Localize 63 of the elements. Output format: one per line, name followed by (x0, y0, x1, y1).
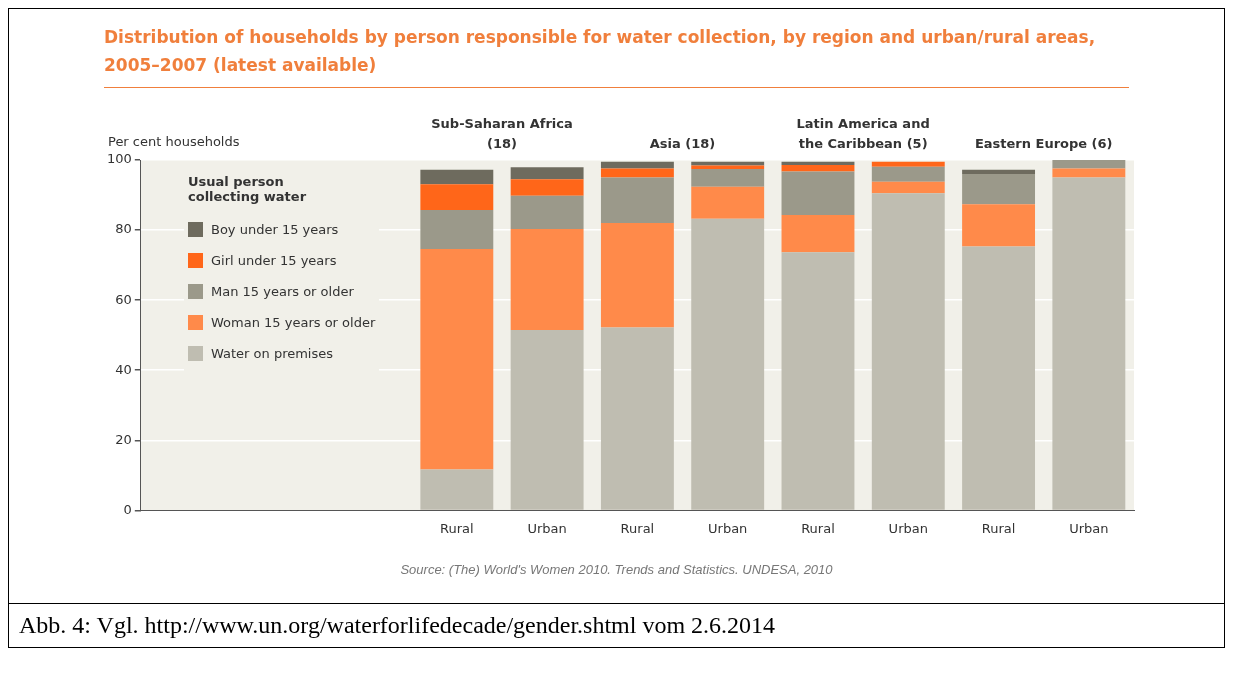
source-note: Source: (The) World's Women 2010. Trends and Statistics. UNDESA, 2010 (399, 561, 834, 579)
bar (420, 249, 494, 470)
bar (781, 215, 855, 253)
bar (781, 161, 855, 165)
bar (871, 166, 945, 182)
text: Eastern Europe (6) (974, 136, 1113, 151)
bar (600, 223, 674, 328)
bar (420, 184, 494, 211)
y-tick-label: 60 (115, 291, 132, 307)
legend-title: Usual person collecting water (188, 174, 308, 204)
bar (962, 174, 1036, 205)
bar (781, 171, 855, 216)
bar (600, 177, 674, 224)
legend-label: Woman 15 years or older (211, 315, 376, 330)
bar (510, 195, 584, 230)
y-tick-label: 20 (115, 431, 132, 447)
text: Sub-Saharan Africa (18) (431, 116, 573, 151)
x-tick-label: Urban (708, 520, 748, 536)
bar (781, 252, 855, 510)
legend-label: Water on premises (211, 346, 334, 361)
y-tick-label: 40 (115, 361, 132, 377)
text: Asia (18) (649, 136, 716, 151)
bar (691, 186, 765, 219)
bar (962, 169, 1036, 175)
y-tick-label: 80 (115, 221, 132, 237)
chart-title: Distribution of households by person responsible for water collection, by region and urban/rural areas, 2005–2007 (latest available) (104, 23, 1129, 88)
bar (1052, 160, 1126, 169)
bar (510, 167, 584, 180)
x-tick-label: Rural (981, 520, 1016, 536)
bar (962, 204, 1036, 247)
bar (510, 329, 584, 510)
x-tick-label: Rural (801, 520, 835, 536)
bar (510, 229, 584, 330)
bar (871, 161, 945, 167)
legend-label: Boy under 15 years (211, 222, 339, 237)
bar (600, 161, 674, 169)
bar (420, 169, 494, 185)
bar (691, 218, 765, 510)
legend-label: Girl under 15 years (211, 253, 337, 268)
y-tick-label: 0 (123, 501, 132, 517)
x-tick-label: Rural (440, 520, 474, 536)
bar (420, 210, 494, 249)
bar (1052, 168, 1126, 178)
bar (871, 193, 945, 510)
bar (510, 179, 584, 196)
y-axis-title: Per cent households (108, 134, 240, 149)
bar (1052, 177, 1126, 510)
bar (871, 181, 945, 194)
bar (691, 161, 765, 166)
bar (600, 168, 674, 178)
bar (420, 469, 494, 510)
x-tick-label: Urban (527, 520, 567, 536)
caption: Abb. 4: Vgl. http://www.un.org/waterforlifedecade/gender.shtml vom 2.6.2014 (9, 603, 1224, 647)
bar (962, 246, 1036, 510)
x-tick-label: Urban (888, 520, 928, 536)
x-tick-label: Rural (620, 520, 655, 536)
bar (691, 169, 765, 187)
bar (781, 164, 855, 172)
y-tick-label: 100 (106, 151, 132, 167)
legend-label: Man 15 years or older (211, 284, 354, 299)
bar (600, 327, 674, 510)
text: Latin America and the Caribbean (5) (796, 116, 930, 151)
x-tick-label: Urban (1069, 520, 1109, 536)
